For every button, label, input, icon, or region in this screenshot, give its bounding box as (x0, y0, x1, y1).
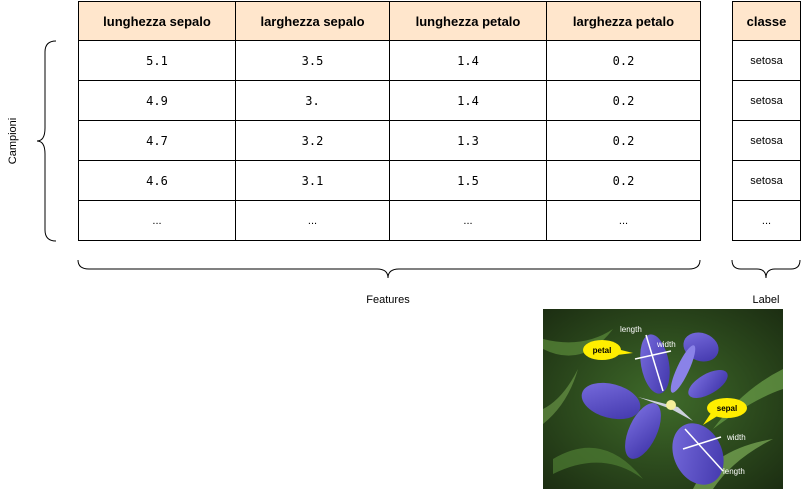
table-row: setosa (732, 80, 801, 121)
cell-sepal-length: 4.9 (78, 80, 236, 121)
leaf (543, 369, 578, 424)
cell-sepal-width: 3.1 (235, 160, 390, 201)
table-row: setosa (732, 120, 801, 161)
leaf (543, 329, 613, 356)
label-brace (731, 259, 801, 279)
table-row: setosa (732, 40, 801, 81)
flower-center (666, 400, 676, 410)
sepal-callout: sepal (703, 398, 747, 425)
header-petal-length: lunghezza petalo (389, 1, 547, 41)
length-arrow (684, 428, 724, 472)
table-row: 4.6 3.1 1.5 0.2 (78, 160, 701, 201)
samples-label: Campioni (7, 117, 19, 165)
cell-sepal-width: 3. (235, 80, 390, 121)
cell-petal-width: 0.2 (546, 160, 701, 201)
cell-ellipsis: ... (78, 200, 236, 241)
cell-sepal-length: 5.1 (78, 40, 236, 81)
cell-petal-length: 1.4 (389, 40, 547, 81)
cell-ellipsis: ... (546, 200, 701, 241)
iris-flower-image: length width width length petal sepal (543, 309, 783, 489)
label-table: classe setosa setosa setosa setosa ... (732, 1, 801, 241)
cell-ellipsis: ... (235, 200, 390, 241)
cell-ellipsis: ... (732, 200, 801, 241)
width-arrow (634, 350, 672, 360)
cell-ellipsis: ... (389, 200, 547, 241)
cell-class: setosa (732, 40, 801, 81)
petal-shape (670, 345, 696, 393)
cell-class: setosa (732, 160, 801, 201)
cell-class: setosa (732, 80, 801, 121)
petal-width-label: width (656, 340, 676, 349)
cell-sepal-width: 3.2 (235, 120, 390, 161)
header-class: classe (732, 1, 801, 41)
header-sepal-width: larghezza sepalo (235, 1, 390, 41)
petal-length-label: length (620, 325, 642, 334)
cell-sepal-length: 4.6 (78, 160, 236, 201)
label-caption: Label (752, 294, 780, 306)
petal-callout-text: petal (593, 346, 612, 355)
cell-petal-length: 1.5 (389, 160, 547, 201)
cell-class: setosa (732, 120, 801, 161)
cell-sepal-length: 4.7 (78, 120, 236, 161)
features-brace (77, 259, 701, 279)
sepal-length-label: length (723, 467, 745, 476)
cell-sepal-width: 3.5 (235, 40, 390, 81)
samples-brace (36, 40, 57, 242)
cell-petal-width: 0.2 (546, 80, 701, 121)
sepal-callout-text: sepal (717, 404, 737, 413)
leaf (553, 447, 643, 479)
features-header-row: lunghezza sepalo larghezza sepalo lunghe… (78, 1, 701, 41)
header-sepal-length: lunghezza sepalo (78, 1, 236, 41)
cell-petal-width: 0.2 (546, 40, 701, 81)
table-row: 4.7 3.2 1.3 0.2 (78, 120, 701, 161)
length-arrow (645, 334, 664, 392)
petal-shape (688, 370, 728, 398)
table-row: 4.9 3. 1.4 0.2 (78, 80, 701, 121)
sepal-width-label: width (726, 433, 746, 442)
cell-petal-length: 1.3 (389, 120, 547, 161)
table-row: ... (732, 200, 801, 241)
table-row: 5.1 3.5 1.4 0.2 (78, 40, 701, 81)
header-petal-width: larghezza petalo (546, 1, 701, 41)
cell-petal-width: 0.2 (546, 120, 701, 161)
sepal-shape (581, 382, 641, 420)
cell-petal-length: 1.4 (389, 80, 547, 121)
sepal-shape (625, 403, 661, 459)
features-table: lunghezza sepalo larghezza sepalo lunghe… (78, 1, 701, 241)
width-arrow (682, 436, 722, 450)
label-header-row: classe (732, 1, 801, 41)
table-row: ... ... ... ... (78, 200, 701, 241)
petal-callout: petal (583, 340, 633, 360)
sepal-shape (672, 423, 724, 485)
features-label: Features (366, 294, 410, 306)
table-row: setosa (732, 160, 801, 201)
